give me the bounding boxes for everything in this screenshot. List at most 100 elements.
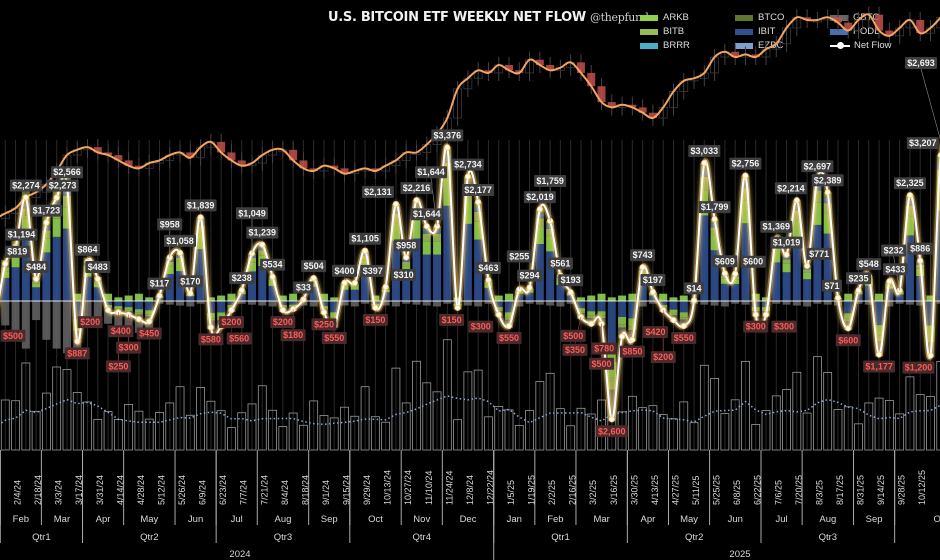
- data-label-positive: $2,756: [729, 157, 762, 170]
- data-label-negative: $500: [560, 329, 586, 342]
- data-label-bg: [362, 313, 388, 326]
- bar-gbtc: [638, 301, 647, 307]
- volume-bar: [309, 400, 319, 451]
- bar-ibit: [1, 277, 10, 301]
- legend-label: HODL: [853, 26, 880, 37]
- bar-ibit: [905, 235, 914, 301]
- bar-ibit: [463, 223, 472, 301]
- x-tick-label: 5/26/24: [177, 475, 187, 505]
- x-tick-label: 9/28/25: [897, 475, 907, 505]
- bar-gbtc: [309, 301, 318, 307]
- net-flow-point: [711, 216, 718, 223]
- data-label-positive: $3,207: [906, 137, 939, 150]
- data-label-negative: $300: [468, 320, 494, 333]
- volume-bar: [905, 376, 915, 451]
- data-label-negative: $200: [77, 316, 103, 329]
- volume-bar: [298, 424, 308, 451]
- bar-gbtc: [731, 301, 740, 304]
- month-label: Feb: [547, 514, 563, 525]
- data-label-bg: [821, 279, 842, 292]
- bar-arkb: [669, 309, 678, 314]
- data-label-text: $200: [653, 352, 673, 362]
- data-label-text: $1,839: [187, 200, 215, 210]
- bar-arkb: [176, 262, 185, 272]
- net-flow-point: [721, 270, 728, 277]
- data-label-bg: [729, 157, 762, 170]
- data-label-bg: [85, 261, 111, 274]
- data-label-text: $71: [824, 281, 839, 291]
- x-tick-label: 12/22/24: [485, 470, 495, 505]
- volume-bar: [144, 418, 154, 451]
- data-label-negative: $150: [439, 313, 465, 326]
- bar-ibit: [52, 236, 61, 301]
- x-tick-label: 6/23/24: [218, 475, 228, 505]
- x-tick-label: 4/27/25: [670, 475, 680, 505]
- candle-down: [289, 149, 298, 161]
- data-label-positive: $397: [360, 264, 386, 277]
- volume-bar: [216, 410, 226, 451]
- data-label-text: $1,644: [417, 167, 445, 177]
- data-label-text: $1,799: [701, 202, 729, 212]
- volume-moving-average: [0, 395, 940, 426]
- bar-ibit: [556, 285, 565, 301]
- x-tick-label: 1/19/25: [527, 475, 537, 505]
- data-label-bg: [640, 274, 666, 287]
- net-flow-point: [495, 311, 502, 318]
- data-label-bg: [4, 245, 30, 258]
- legend-label: BITB: [663, 26, 685, 37]
- bar-bitb: [669, 313, 678, 316]
- bar-arkb: [104, 293, 113, 301]
- data-label-text: $483: [88, 262, 108, 272]
- data-label-bg: [688, 144, 721, 157]
- bar-arkb: [607, 297, 616, 301]
- x-tick-label: 9/15/24: [342, 475, 352, 505]
- x-tick-label: 6/9/24: [198, 480, 208, 505]
- data-label-text: $534: [263, 260, 283, 270]
- data-label-bg: [671, 332, 697, 345]
- data-label-bg: [856, 258, 882, 271]
- data-label-positive: $2,131: [361, 186, 394, 199]
- net-flow-point: [804, 262, 811, 270]
- data-label-text: $958: [396, 240, 416, 250]
- bar-arkb: [844, 313, 853, 319]
- data-label-bg: [391, 268, 417, 281]
- data-label-positive: $2,214: [774, 182, 807, 195]
- bar-arkb: [679, 312, 688, 318]
- bar-arkb: [433, 241, 442, 255]
- data-label-text: $2,566: [53, 167, 81, 177]
- bar-arkb: [124, 295, 133, 301]
- data-label-bg: [415, 166, 448, 179]
- data-label-positive: $2,019: [523, 191, 556, 204]
- volume-bar: [597, 399, 606, 451]
- bar-arkb: [628, 293, 637, 301]
- bar-bitb: [402, 261, 411, 267]
- bar-gbtc: [803, 301, 812, 307]
- bar-ibit: [237, 294, 246, 301]
- x-tick-label: 7/21/24: [259, 475, 269, 505]
- data-label-text: $550: [324, 333, 344, 343]
- month-label: May: [140, 514, 158, 525]
- bar-gbtc: [165, 301, 174, 305]
- volume-bar: [751, 423, 761, 451]
- data-label-positive: $484: [23, 260, 49, 273]
- bar-bitb: [505, 317, 513, 320]
- bar-gbtc: [196, 301, 205, 304]
- x-tick-label: 6/22/25: [753, 475, 763, 505]
- bar-gbtc: [792, 301, 801, 306]
- bar-ibit: [587, 301, 596, 312]
- data-label-bg: [712, 255, 738, 268]
- bar-ibit: [505, 301, 513, 313]
- volume-bar: [771, 395, 781, 451]
- bar-ibit: [597, 301, 606, 312]
- volume-bar: [442, 339, 452, 451]
- data-label-bg: [198, 333, 224, 346]
- x-tick-label: 6/8/25: [732, 480, 742, 505]
- data-label-bg: [698, 201, 731, 214]
- data-label-bg: [108, 325, 134, 338]
- net-flow-point: [454, 304, 461, 311]
- bar-ibit: [864, 285, 873, 301]
- bar-gbtc: [484, 301, 493, 304]
- net-flow-point: [824, 189, 831, 196]
- data-label-negative: $2,600: [595, 425, 628, 438]
- data-label-bg: [451, 158, 484, 171]
